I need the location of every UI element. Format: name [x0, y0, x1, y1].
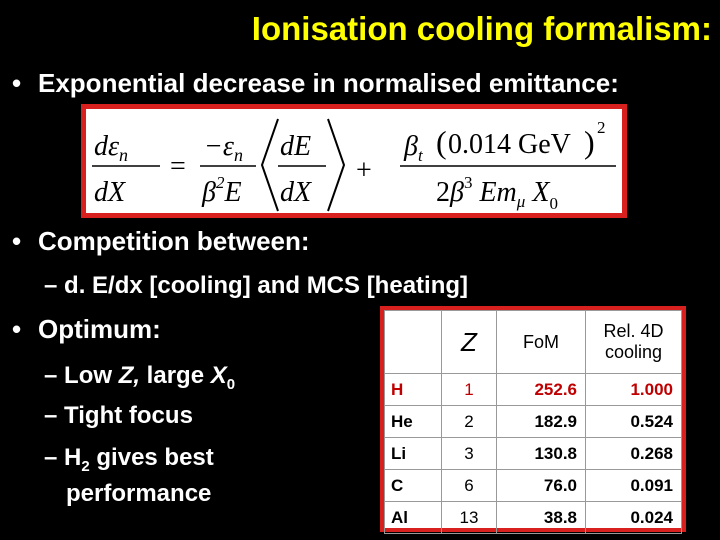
- header-rel-line1: Rel. 4D: [603, 321, 664, 341]
- opt1-text: Low: [64, 362, 119, 389]
- opt1-mid: large: [140, 362, 211, 389]
- svg-text:2: 2: [597, 118, 606, 137]
- table-row: H 1 252.6 1.000: [384, 373, 682, 406]
- eq-lhs-den: dX: [94, 177, 126, 208]
- optimum-item-3-cont: performance: [66, 480, 212, 507]
- dash: –: [44, 402, 58, 429]
- cell-z: 6: [441, 469, 497, 502]
- cell-el: He: [384, 405, 442, 438]
- cell-el: Li: [384, 437, 442, 470]
- cell-rel: 0.024: [585, 501, 682, 534]
- materials-table-box: Z FoM Rel. 4D cooling H 1 252.6 1.000 He 2 182.…: [380, 306, 686, 534]
- bullet-dot: •: [12, 226, 22, 256]
- eq-t1-frac-num: dE: [280, 131, 311, 162]
- header-z: Z: [441, 310, 497, 374]
- bullet-optimum: • Optimum:: [12, 314, 161, 345]
- cell-rel: 0.268: [585, 437, 682, 470]
- cell-z: 3: [441, 437, 497, 470]
- cell-z: 1: [441, 373, 497, 406]
- bullet-dot: •: [12, 68, 22, 98]
- sub-competition-text: d. E/dx [cooling] and MCS [heating]: [64, 272, 469, 299]
- opt3-pre: H: [64, 444, 82, 471]
- cell-z: 2: [441, 405, 497, 438]
- eq-t2-paren: (: [436, 124, 447, 160]
- cell-rel: 0.524: [585, 405, 682, 438]
- bullet-emittance: • Exponential decrease in normalised emit…: [12, 68, 619, 99]
- cell-el: Al: [384, 501, 442, 534]
- cell-el: C: [384, 469, 442, 502]
- header-element: [384, 310, 442, 374]
- bullet-competition-text: Competition between:: [38, 226, 310, 256]
- table-row: C 6 76.0 0.091: [384, 469, 682, 502]
- equation: dεn dX = −εn β2E dE dX + βt ( 0.014 GeV …: [92, 118, 616, 213]
- eq-t2-num: βt: [403, 131, 424, 165]
- eq-lhs-num: dεn: [94, 131, 128, 165]
- eq-t1-den: β2E: [201, 173, 242, 208]
- eq-t2-value: 0.014 GeV: [448, 129, 571, 160]
- table-row: Al 13 38.8 0.024: [384, 501, 682, 534]
- optimum-item-1: – Low Z, large X0: [44, 362, 235, 393]
- cell-rel: 0.091: [585, 469, 682, 502]
- eq-t1-num: −εn: [204, 131, 243, 165]
- cell-el: H: [384, 373, 442, 406]
- opt3-sub: 2: [81, 457, 90, 475]
- header-rel-line2: cooling: [604, 342, 663, 362]
- dash: –: [44, 272, 58, 299]
- opt3-post: gives best: [89, 444, 214, 471]
- table-row: Li 3 130.8 0.268: [384, 437, 682, 470]
- optimum-item-2: – Tight focus: [44, 402, 193, 430]
- bullet-dot: •: [12, 314, 22, 344]
- opt2-text: Tight focus: [64, 402, 193, 429]
- bullet-competition: • Competition between:: [12, 226, 310, 257]
- cell-fom: 76.0: [496, 469, 586, 502]
- table-row: He 2 182.9 0.524: [384, 405, 682, 438]
- dash: –: [44, 444, 58, 471]
- eq-t1-frac-den: dX: [280, 177, 312, 208]
- cell-z: 13: [441, 501, 497, 534]
- eq-plus: +: [356, 155, 372, 186]
- svg-text:): ): [584, 124, 595, 160]
- cell-fom: 252.6: [496, 373, 586, 406]
- cell-fom: 182.9: [496, 405, 586, 438]
- cell-fom: 38.8: [496, 501, 586, 534]
- eq-t2-den: 2β3 Emμ X0: [436, 173, 558, 213]
- table-header-row: Z FoM Rel. 4D cooling: [384, 310, 682, 374]
- dash: –: [44, 362, 58, 389]
- sub-competition: – d. E/dx [cooling] and MCS [heating]: [44, 272, 468, 300]
- header-rel: Rel. 4D cooling: [585, 310, 682, 374]
- opt1-sub: 0: [226, 375, 236, 393]
- header-fom: FoM: [496, 310, 586, 374]
- eq-equals: =: [170, 151, 186, 182]
- cell-fom: 130.8: [496, 437, 586, 470]
- opt1-x: X: [210, 362, 227, 389]
- equation-box: dεn dX = −εn β2E dE dX + βt ( 0.014 GeV …: [81, 104, 627, 218]
- cell-rel: 1.000: [585, 373, 682, 406]
- materials-table: Z FoM Rel. 4D cooling H 1 252.6 1.000 He 2 182.…: [384, 310, 682, 534]
- optimum-item-3: – H2 gives best: [44, 444, 214, 475]
- slide-title: Ionisation cooling formalism:: [251, 10, 712, 47]
- bullet-emittance-text: Exponential decrease in normalised emitt…: [38, 68, 619, 98]
- bullet-optimum-text: Optimum:: [38, 314, 161, 344]
- opt1-z: Z,: [118, 362, 141, 389]
